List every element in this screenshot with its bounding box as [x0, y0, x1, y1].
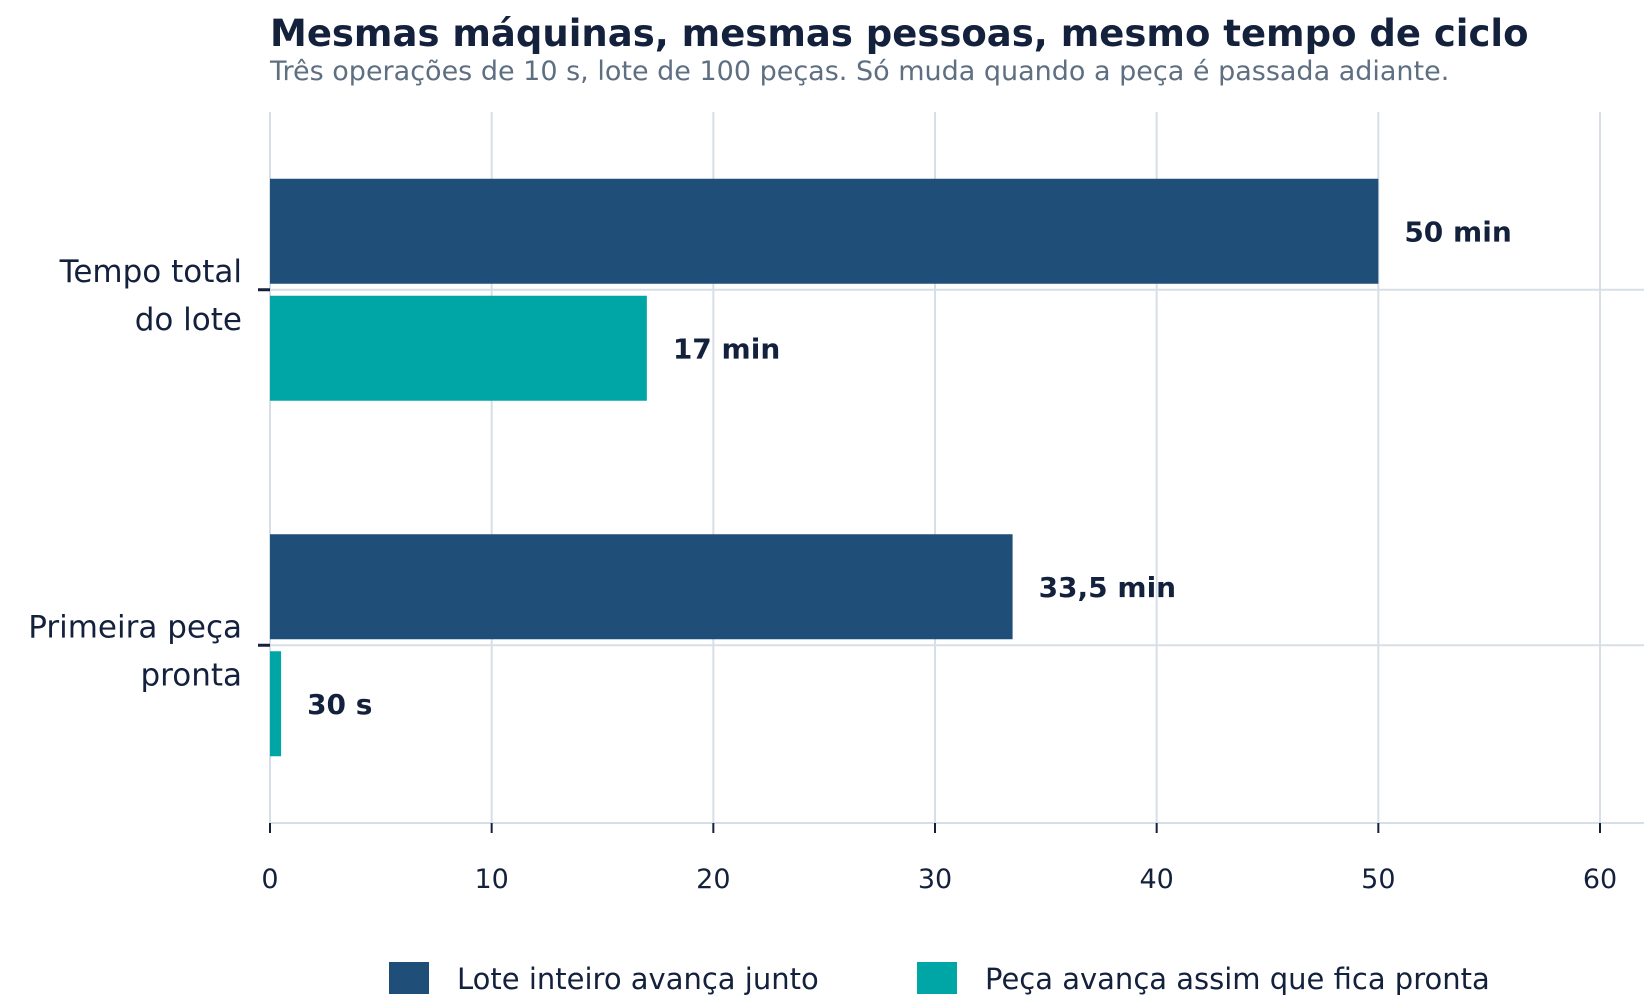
x-tick-label: 30: [918, 864, 952, 895]
bar: [270, 534, 1013, 640]
x-tick-label: 0: [261, 864, 278, 895]
bar: [270, 178, 1379, 284]
x-axis: 0 10 20 30 40 50 60: [258, 288, 1617, 895]
legend-label: Peça avança assim que fica pronta: [985, 962, 1490, 996]
category-labels: Tempo total do lote Primeira peça pronta: [28, 254, 242, 694]
category-label-line: Tempo total: [59, 254, 242, 290]
legend: Lote inteiro avança junto Peça avança ass…: [389, 962, 1490, 996]
category-label-line: Primeira peça: [28, 609, 242, 645]
chart-subtitle: Três operações de 10 s, lote de 100 peça…: [269, 56, 1449, 87]
category-label-line: do lote: [135, 302, 242, 338]
data-label: 30 s: [307, 688, 372, 721]
category-label: Primeira peça pronta: [28, 609, 242, 693]
bars: 50 min 17 min 33,5 min 30 s: [270, 178, 1512, 757]
data-label: 17 min: [673, 332, 780, 365]
x-tick-label: 50: [1361, 864, 1395, 895]
bar: [270, 651, 282, 757]
data-label: 50 min: [1404, 215, 1511, 248]
chart-title: Mesmas máquinas, mesmas pessoas, mesmo t…: [270, 12, 1529, 55]
data-label: 33,5 min: [1039, 571, 1177, 604]
x-tick-label: 20: [696, 864, 730, 895]
x-tick-label: 60: [1583, 864, 1617, 895]
legend-swatch: [917, 962, 957, 994]
legend-swatch: [389, 962, 429, 994]
legend-label: Lote inteiro avança junto: [457, 962, 819, 996]
category-label-line: pronta: [140, 657, 242, 693]
bar: [270, 295, 647, 401]
x-tick-label: 40: [1139, 864, 1173, 895]
x-tick-label: 10: [474, 864, 508, 895]
category-label: Tempo total do lote: [59, 254, 242, 338]
